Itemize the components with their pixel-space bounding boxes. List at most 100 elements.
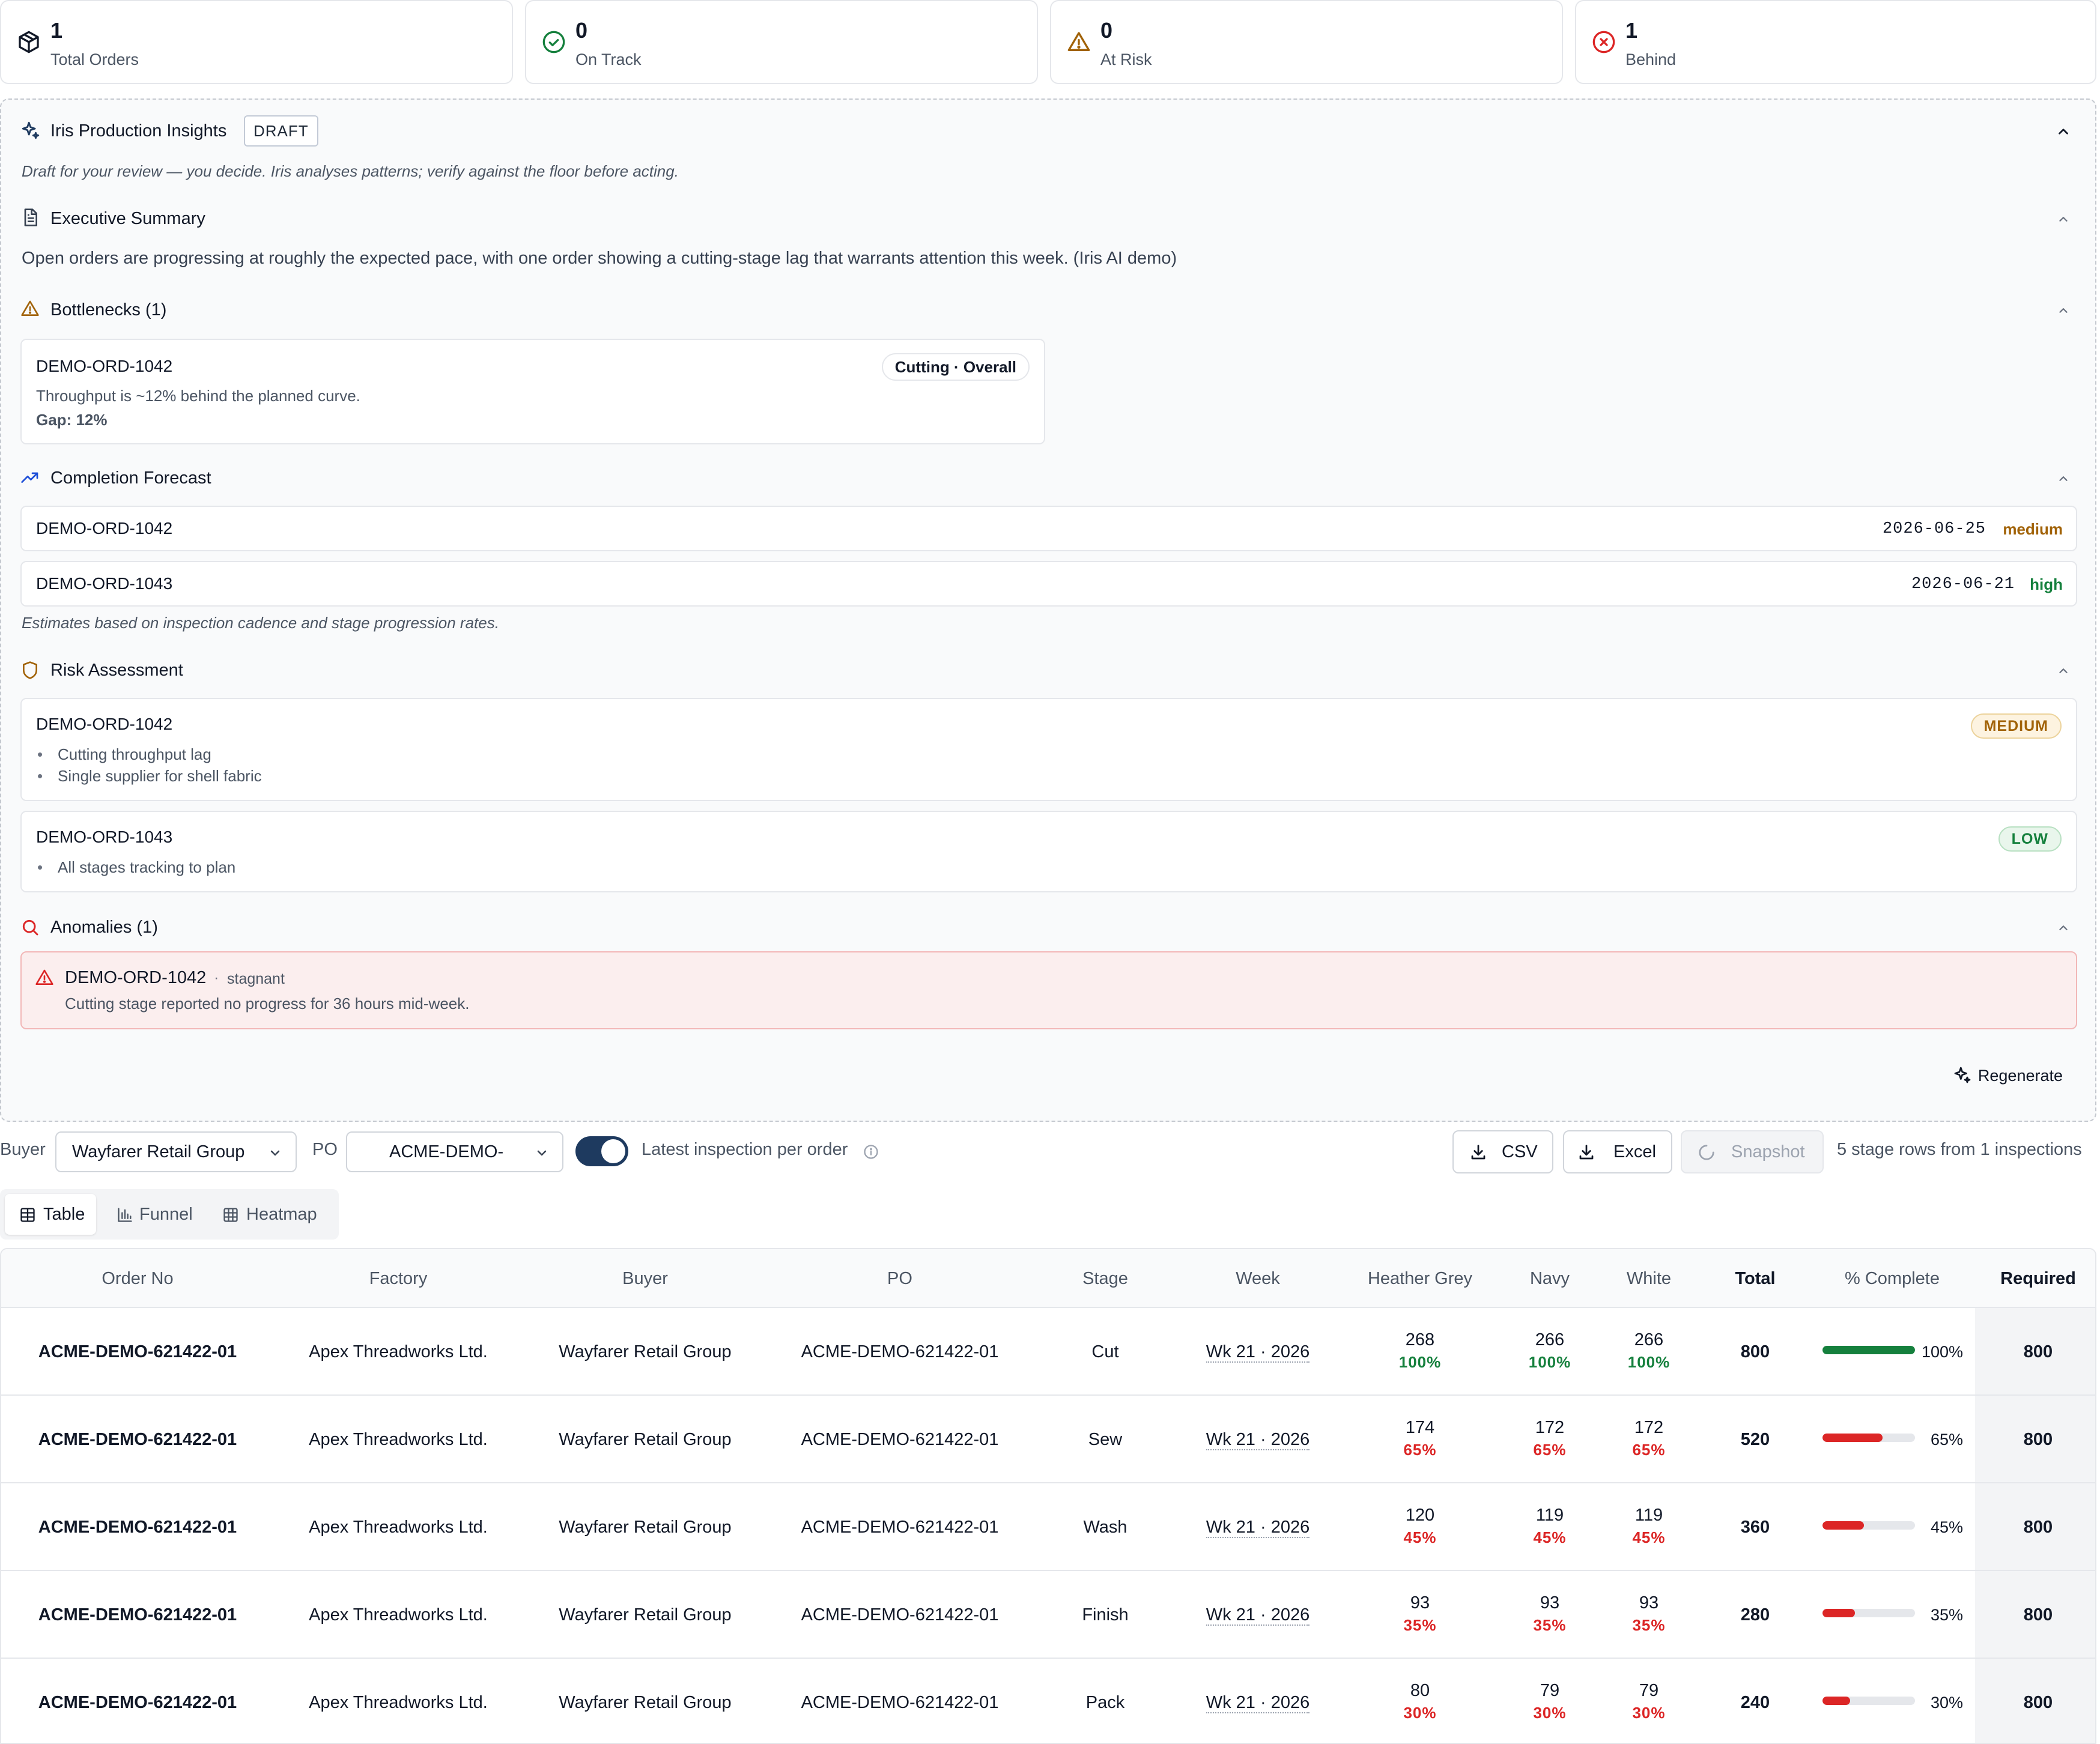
cell-week[interactable]: Wk 21 · 2026 (1179, 1308, 1337, 1396)
table-row[interactable]: ACME-DEMO-621422-01 Apex Threadworks Ltd.… (1, 1396, 2095, 1483)
cell-navy: 119 45% (1505, 1504, 1595, 1548)
cell-heather-grey: 93 35% (1375, 1591, 1465, 1636)
col-po[interactable]: PO (887, 1269, 912, 1288)
size-quantity: 93 (1540, 1593, 1560, 1612)
col-heather-grey[interactable]: Heather Grey (1367, 1269, 1473, 1288)
cell-required: 800 (2023, 1693, 2053, 1712)
size-percent: 35% (1533, 1616, 1567, 1634)
progress-bar (1822, 1609, 1915, 1617)
table-header: Order No Factory Buyer PO Stage Week Hea… (1, 1249, 2095, 1308)
cell-week[interactable]: Wk 21 · 2026 (1179, 1483, 1337, 1571)
tab-funnel[interactable]: Funnel (106, 1194, 207, 1235)
week-label: Wk 21 · 2026 (1206, 1342, 1310, 1363)
col-week[interactable]: Week (1236, 1269, 1280, 1288)
summary-collapse-icon[interactable] (2057, 213, 2070, 226)
col-percent-complete[interactable]: % Complete (1845, 1269, 1940, 1288)
cell-navy: 79 30% (1505, 1679, 1595, 1724)
forecast-order: DEMO-ORD-1042 (36, 519, 173, 537)
grid-icon (223, 1208, 238, 1222)
cell-buyer: Wayfarer Retail Group (559, 1693, 732, 1712)
anomaly-card: DEMO-ORD-1042 · stagnant Cutting stage r… (20, 951, 2077, 1029)
forecast-confidence: high (2030, 575, 2063, 593)
progress-bar (1822, 1521, 1915, 1530)
stat-label: On Track (575, 50, 642, 68)
chevron-down-icon (537, 1150, 547, 1156)
cell-week[interactable]: Wk 21 · 2026 (1179, 1571, 1337, 1659)
size-quantity: 79 (1639, 1681, 1659, 1700)
cell-white: 266 100% (1604, 1328, 1694, 1373)
cell-navy: 93 35% (1505, 1591, 1595, 1636)
chevron-down-icon (270, 1150, 280, 1156)
csv-export-button[interactable]: CSV (1452, 1130, 1553, 1173)
toggle-knob (601, 1139, 625, 1163)
forecast-confidence: medium (2003, 520, 2063, 538)
progress-bar-fill (1822, 1434, 1883, 1442)
po-label: PO (312, 1140, 338, 1159)
loading-spinner-icon (1699, 1145, 1714, 1160)
cell-factory: Apex Threadworks Ltd. (309, 1693, 488, 1712)
cell-order-no: ACME-DEMO-621422-01 (38, 1518, 237, 1537)
buyer-select[interactable]: Wayfarer Retail Group (55, 1131, 297, 1172)
size-quantity: 119 (1535, 1506, 1564, 1525)
col-white[interactable]: White (1626, 1269, 1672, 1288)
size-percent: 35% (1403, 1616, 1437, 1634)
regenerate-button[interactable]: Regenerate (1954, 1067, 2063, 1085)
info-icon[interactable] (863, 1143, 879, 1160)
cell-heather-grey: 120 45% (1375, 1504, 1465, 1548)
excel-export-button[interactable]: Excel (1563, 1130, 1672, 1173)
col-total[interactable]: Total (1735, 1269, 1776, 1288)
cell-po: ACME-DEMO-621422-01 (801, 1518, 999, 1537)
progress-bar-fill (1822, 1609, 1855, 1617)
bottleneck-gap: Gap: 12% (36, 411, 108, 429)
snapshot-button[interactable]: Snapshot (1681, 1130, 1824, 1173)
collapse-chevron-icon[interactable] (2056, 124, 2071, 139)
search-icon (22, 919, 38, 936)
tab-heatmap[interactable]: Heatmap (211, 1194, 332, 1235)
bar-chart-icon (118, 1208, 132, 1222)
bottlenecks-collapse-icon[interactable] (2057, 304, 2070, 317)
cell-total: 240 (1740, 1693, 1770, 1712)
cell-week[interactable]: Wk 21 · 2026 (1179, 1396, 1337, 1483)
col-buyer[interactable]: Buyer (622, 1269, 668, 1288)
anomaly-type: stagnant (227, 970, 285, 987)
size-quantity: 266 (1535, 1330, 1565, 1349)
table-row[interactable]: ACME-DEMO-621422-01 Apex Threadworks Ltd.… (1, 1483, 2095, 1571)
po-select[interactable]: ACME-DEMO- (346, 1131, 563, 1172)
forecast-date: 2026-06-25 (1882, 520, 1986, 538)
week-label: Wk 21 · 2026 (1206, 1605, 1310, 1626)
stat-card-total-orders: 1 Total Orders (0, 0, 513, 84)
sparkles-icon (22, 121, 40, 139)
col-required[interactable]: Required (2000, 1269, 2076, 1288)
cell-week[interactable]: Wk 21 · 2026 (1179, 1659, 1337, 1743)
forecast-note: Estimates based on inspection cadence an… (22, 614, 499, 632)
risk-collapse-icon[interactable] (2057, 664, 2070, 677)
latest-inspection-toggle[interactable] (575, 1136, 628, 1166)
cell-buyer: Wayfarer Retail Group (559, 1430, 732, 1449)
col-order-no[interactable]: Order No (102, 1269, 174, 1288)
cell-order-no: ACME-DEMO-621422-01 (38, 1430, 237, 1449)
size-percent: 100% (1528, 1353, 1571, 1371)
tab-table[interactable]: Table (5, 1194, 96, 1235)
size-quantity: 172 (1634, 1418, 1664, 1437)
rows-summary: 5 stage rows from 1 inspections (1837, 1140, 2082, 1159)
table-row[interactable]: ACME-DEMO-621422-01 Apex Threadworks Ltd.… (1, 1308, 2095, 1396)
cell-buyer: Wayfarer Retail Group (559, 1605, 732, 1624)
risk-title: Risk Assessment (50, 661, 183, 680)
col-navy[interactable]: Navy (1529, 1269, 1570, 1288)
cell-required: 800 (2023, 1430, 2053, 1449)
col-factory[interactable]: Factory (369, 1269, 428, 1288)
size-quantity: 268 (1405, 1330, 1435, 1349)
insights-disclaimer: Draft for your review — you decide. Iris… (22, 162, 679, 180)
col-stage[interactable]: Stage (1082, 1269, 1128, 1288)
risk-level-badge: LOW (1998, 826, 2062, 852)
anomalies-collapse-icon[interactable] (2057, 921, 2070, 934)
cell-heather-grey: 174 65% (1375, 1416, 1465, 1461)
risk-bullet: Single supplier for shell fabric (36, 765, 262, 787)
forecast-collapse-icon[interactable] (2057, 472, 2070, 485)
size-quantity: 174 (1405, 1418, 1435, 1437)
table-row[interactable]: ACME-DEMO-621422-01 Apex Threadworks Ltd.… (1, 1659, 2095, 1743)
forecast-row: DEMO-ORD-1043 2026-06-21 high (20, 561, 2077, 607)
size-quantity: 172 (1535, 1418, 1565, 1437)
table-row[interactable]: ACME-DEMO-621422-01 Apex Threadworks Ltd.… (1, 1571, 2095, 1659)
week-label: Wk 21 · 2026 (1206, 1693, 1310, 1713)
